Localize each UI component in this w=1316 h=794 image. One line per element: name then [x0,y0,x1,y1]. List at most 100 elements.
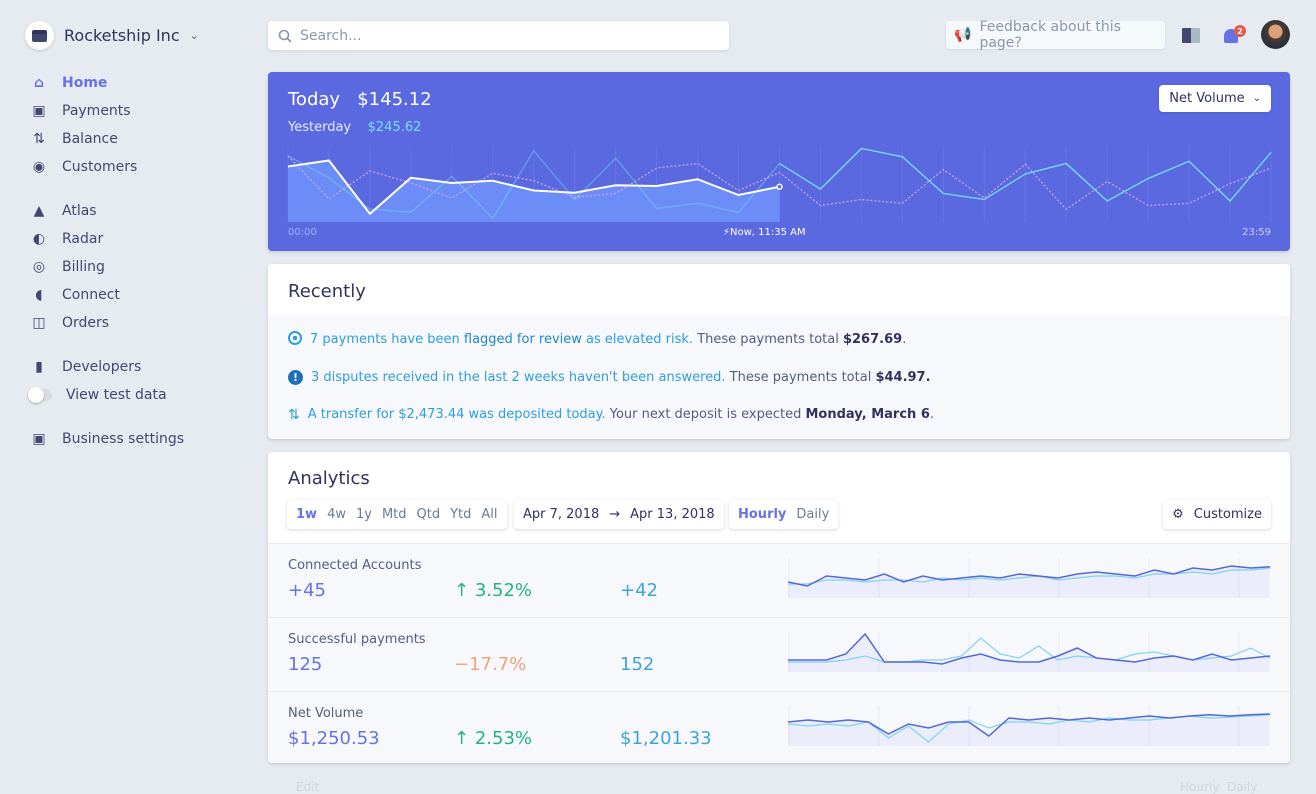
sidebar-item-payments[interactable]: ▣ Payments [30,97,250,125]
sidebar-item-developers[interactable]: ▮ Developers [30,353,250,381]
docs-book-icon[interactable] [1182,28,1200,43]
range-mtd[interactable]: Mtd [381,507,407,522]
range-all[interactable]: All [481,507,498,522]
search-input[interactable] [300,27,700,44]
recent-link[interactable]: 3 disputes [311,369,379,385]
sidebar-item-label: Billing [62,259,105,275]
range-1y[interactable]: 1y [355,507,372,522]
metric-change-value: 3.52% [474,580,533,601]
recent-link[interactable]: 7 payments [310,332,388,348]
sidebar-item-business-settings[interactable]: ▣ Business settings [30,425,250,453]
sidebar-item-label: View test data [66,387,167,403]
analytics-title: Analytics [288,468,370,489]
sidebar-item-label: Balance [62,131,118,147]
recent-link-secondary[interactable]: flagged for review [463,332,582,348]
sidebar-nav: ⌂ Home ▣ Payments ⇅ Balance ◉ Customers ▲ Atlas ◐ R… [28,69,250,469]
arrow-right-icon: → [609,507,621,522]
notifications-bell-icon[interactable]: 2 [1224,25,1246,44]
recent-item: ! 3 disputes received in the last 2 weeks… [268,359,1290,397]
alert-icon: ! [288,369,303,385]
sidebar-item-label: Orders [62,315,110,331]
metric-value: $1,250.53 [288,728,380,749]
metric-row[interactable]: Net Volume $1,250.53 ↑ 2.53% $1,201.33 [268,691,1290,763]
spark-current-line [788,565,1271,587]
feedback-button[interactable]: 📢 Feedback about this page? [946,19,1165,51]
sidebar-item-label: Business settings [62,431,185,447]
gear-icon: ⚙ [1172,507,1184,522]
atlas-icon: ▲ [33,203,45,219]
range-1w[interactable]: 1w [296,507,318,522]
search-bar[interactable] [268,21,729,50]
range-4w[interactable]: 4w [327,507,346,522]
interval-hourly[interactable]: Hourly [738,507,787,522]
recent-text: was deposited today. [464,407,606,423]
sidebar-item-label: Customers [62,159,138,175]
sidebar-item-billing[interactable]: ◎ Billing [30,253,250,281]
recent-text-2: as elevated risk. [581,332,694,348]
sidebar-item-connect[interactable]: ◖ Connect [30,281,250,309]
ghost-edit-label: Edit [296,780,320,794]
customize-button[interactable]: ⚙ Customize [1163,500,1271,529]
yesterday-label: Yesterday [288,120,352,135]
sidebar-item-radar[interactable]: ◐ Radar [30,225,250,253]
store-logo-icon [25,21,54,50]
previous-line [287,155,1272,211]
customize-label: Customize [1193,507,1262,522]
account-name: Rocketship Inc [64,26,180,45]
test-data-toggle[interactable] [28,387,52,403]
sidebar-item-label: Home [62,75,108,91]
metric-row[interactable]: Connected Accounts +45 ↑ 3.52% +42 [268,543,1290,617]
sidebar-item-view-test-data[interactable]: View test data [28,381,250,409]
recent-detail: These payments total [725,369,876,385]
terminal-icon: ▮ [35,359,43,375]
recent-text: have been [387,332,464,348]
sidebar-item-customers[interactable]: ◉ Customers [30,153,250,181]
hero-chart [287,147,1272,222]
notification-count-badge: 2 [1234,25,1246,37]
range-ytd[interactable]: Ytd [450,507,472,522]
metric-change-value: −17.7% [454,654,527,675]
sidebar-item-label: Payments [62,103,131,119]
spark-previous-line [788,567,1271,585]
metric-change: ↑ 2.53% [454,728,532,749]
recent-tail: . [929,407,935,423]
transfer-icon: ⇅ [288,406,300,423]
recent-detail: These payments total [693,332,843,348]
metric-sparkline [788,558,1271,598]
ghost-edit-button: Edit [296,780,319,794]
sidebar-item-label: Radar [62,231,104,247]
interval-daily[interactable]: Daily [796,507,830,522]
metric-select[interactable]: Net Volume ⌄ [1159,85,1271,112]
ghost-hourly: Hourly [1180,780,1220,794]
today-value: $145.12 [357,89,432,110]
eye-icon [288,330,302,349]
recent-item: 7 payments have been flagged for review … [268,321,1290,359]
sidebar-item-balance[interactable]: ⇅ Balance [30,125,250,153]
now-text: Now, 11:35 AM [730,227,806,238]
sidebar-item-orders[interactable]: ◫ Orders [30,309,250,337]
sidebar-item-atlas[interactable]: ▲ Atlas [30,197,250,225]
sidebar-item-home[interactable]: ⌂ Home [30,69,250,97]
metric-select-label: Net Volume [1169,91,1245,106]
metric-row[interactable]: Successful payments 125 −17.7% 152 [268,617,1290,691]
spark-area [788,566,1270,598]
date-range-picker[interactable]: Apr 7, 2018 → Apr 13, 2018 [514,500,724,529]
user-avatar[interactable] [1261,20,1290,49]
chevron-down-icon: ⌄ [189,29,199,42]
range-qtd[interactable]: Qtd [416,507,441,522]
recent-emphasis: $44.97. [875,369,931,385]
arrow-up-icon: ↑ [454,580,470,601]
analytics-card: Analytics 1w 4w 1y Mtd Qtd Ytd All Apr 7, 2018… [268,452,1290,763]
radar-icon: ◐ [32,231,46,247]
interval-selector: Hourly Daily [729,500,839,529]
recent-link[interactable]: A transfer for $2,473.44 [307,407,465,423]
account-switcher[interactable]: Rocketship Inc ⌄ [25,21,199,50]
recent-text: received in the last 2 weeks haven't bee… [378,369,726,385]
yesterday-value: $245.62 [367,120,422,135]
today-line [287,159,780,216]
now-label: ⚡Now, 11:35 AM [723,227,806,238]
recently-card: Recently 7 payments have been flagged fo… [268,264,1290,439]
arrow-up-icon: ↑ [454,728,470,749]
feedback-label: Feedback about this page? [979,19,1121,51]
spark-current-line [788,632,1271,665]
